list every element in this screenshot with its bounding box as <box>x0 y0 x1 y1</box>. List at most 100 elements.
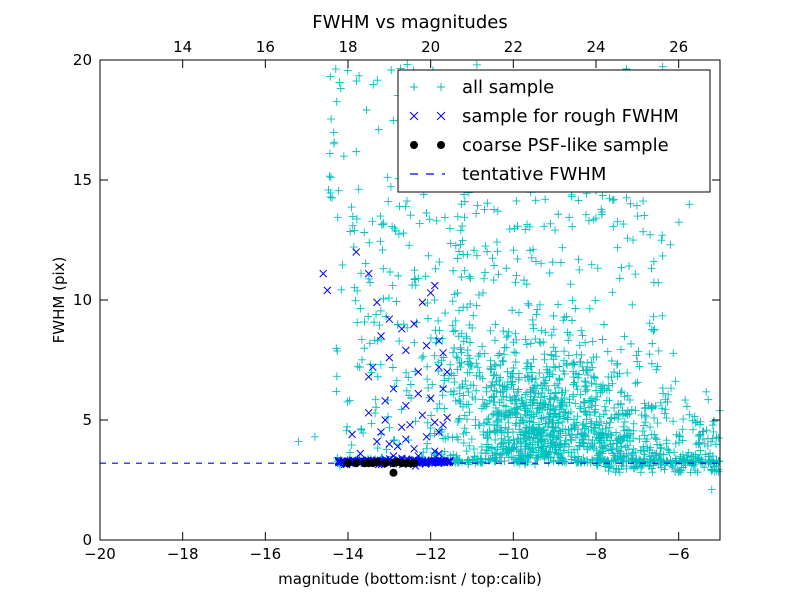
all-sample-point <box>602 386 611 395</box>
all-sample-point <box>460 197 469 206</box>
rough-sample-point <box>422 341 431 350</box>
all-sample-point <box>598 380 607 389</box>
all-sample-point <box>377 220 386 229</box>
all-sample-point <box>434 316 443 325</box>
all-sample-point <box>354 185 363 194</box>
all-sample-point <box>364 274 373 283</box>
all-sample-point <box>502 264 511 273</box>
all-sample-point <box>553 379 562 388</box>
all-sample-point <box>505 446 514 455</box>
all-sample-point <box>373 444 382 453</box>
all-sample-point <box>355 363 364 372</box>
all-sample-point <box>619 452 628 461</box>
all-sample-point <box>562 402 571 411</box>
all-sample-point <box>503 367 512 376</box>
all-sample-point <box>509 246 518 255</box>
all-sample-point <box>388 222 397 231</box>
x-tick-label: −18 <box>167 545 199 563</box>
y-tick-label: 20 <box>73 51 92 69</box>
all-sample-point <box>598 386 607 395</box>
all-sample-point <box>583 442 592 451</box>
all-sample-point <box>643 444 652 453</box>
all-sample-point <box>690 460 699 469</box>
all-sample-point <box>483 247 492 256</box>
all-sample-point <box>435 399 444 408</box>
all-sample-point <box>490 370 499 379</box>
all-sample-point <box>450 378 459 387</box>
all-sample-point <box>353 318 362 327</box>
all-sample-point <box>666 240 675 249</box>
all-sample-point <box>440 376 449 385</box>
psf-sample-point <box>389 468 398 477</box>
all-sample-point <box>545 415 554 424</box>
y-tick-label: 15 <box>73 171 92 189</box>
all-sample-point <box>551 389 560 398</box>
all-sample-point <box>707 485 716 494</box>
all-sample-point <box>609 368 618 377</box>
all-sample-point <box>481 430 490 439</box>
all-sample-point <box>612 464 621 473</box>
all-sample-point <box>702 387 711 396</box>
all-sample-point <box>294 437 303 446</box>
all-sample-point <box>578 331 587 340</box>
all-sample-point <box>567 192 576 201</box>
all-sample-point <box>700 463 709 472</box>
all-sample-point <box>607 414 616 423</box>
all-sample-point <box>522 280 531 289</box>
all-sample-point <box>338 260 347 269</box>
all-sample-point <box>565 395 574 404</box>
all-sample-point <box>694 440 703 449</box>
all-sample-point <box>648 403 657 412</box>
all-sample-point <box>614 415 623 424</box>
rough-sample-point <box>393 442 402 451</box>
all-sample-point <box>426 334 435 343</box>
all-sample-point <box>686 468 695 477</box>
all-sample-point <box>520 418 529 427</box>
all-sample-point <box>551 363 560 372</box>
all-sample-point <box>468 393 477 402</box>
all-sample-point <box>472 359 481 368</box>
all-sample-point <box>630 464 639 473</box>
all-sample-point <box>509 338 518 347</box>
all-sample-point <box>656 459 665 468</box>
all-sample-point <box>406 211 415 220</box>
all-sample-point <box>649 278 658 287</box>
all-sample-point <box>601 406 610 415</box>
all-sample-point <box>423 362 432 371</box>
all-sample-point <box>658 251 667 260</box>
all-sample-point <box>579 439 588 448</box>
all-sample-point <box>415 219 424 228</box>
all-sample-point <box>490 205 499 214</box>
all-sample-point <box>659 450 668 459</box>
all-sample-point <box>667 384 676 393</box>
all-sample-point <box>507 405 516 414</box>
all-sample-point <box>568 296 577 305</box>
rough-sample-point <box>335 458 343 467</box>
all-sample-point <box>353 362 362 371</box>
all-sample-point <box>493 443 502 452</box>
rough-sample-point <box>435 336 443 345</box>
all-sample-point <box>467 435 476 444</box>
all-sample-point <box>602 396 611 405</box>
all-sample-point <box>522 411 531 420</box>
all-sample-point <box>526 387 535 396</box>
all-sample-point <box>511 329 520 338</box>
all-sample-point <box>459 303 468 312</box>
top-x-tick-label: 20 <box>421 38 440 56</box>
all-sample-point <box>711 440 720 449</box>
all-sample-point <box>620 418 629 427</box>
all-sample-point <box>605 194 614 203</box>
all-sample-point <box>622 193 631 202</box>
all-sample-point <box>679 463 688 472</box>
psf-sample-point <box>410 459 419 468</box>
all-sample-point <box>457 272 466 281</box>
all-sample-point <box>459 250 468 259</box>
all-sample-point <box>541 195 550 204</box>
all-sample-point <box>525 222 534 231</box>
all-sample-point <box>463 415 472 424</box>
all-sample-point <box>576 458 585 467</box>
all-sample-point <box>504 425 513 434</box>
all-sample-point <box>599 410 608 419</box>
all-sample-point <box>573 430 582 439</box>
all-sample-point <box>533 305 542 314</box>
